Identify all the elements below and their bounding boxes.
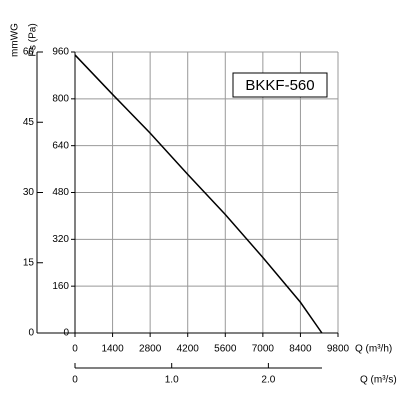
x-axis-label: Q (m³/h) — [355, 344, 392, 355]
x2-axis-label: Q (m³/s) — [360, 375, 397, 386]
y2-axis-label: mmWG — [10, 23, 21, 57]
y-axis-label: Ps (Pa) — [28, 23, 39, 56]
y-tick-label: 320 — [52, 234, 69, 245]
x-tick-label: 0 — [72, 344, 78, 355]
y2-tick-label: 30 — [23, 187, 35, 198]
y2-tick-label: 15 — [23, 257, 35, 268]
x-tick-label: 1400 — [101, 344, 124, 355]
x-tick-label: 8400 — [289, 344, 312, 355]
y-tick-label: 160 — [52, 281, 69, 292]
annotation: BKKF-560 — [245, 77, 314, 94]
x2-tick-label: 1.0 — [165, 375, 179, 386]
x-tick-label: 2800 — [139, 344, 162, 355]
x-tick-label: 9800 — [327, 344, 350, 355]
y-tick-label: 480 — [52, 187, 69, 198]
y-tick-label: 960 — [52, 47, 69, 58]
y-tick-label: 800 — [52, 93, 69, 104]
y2-tick-label: 60 — [23, 47, 35, 58]
y2-tick-label: 45 — [23, 117, 35, 128]
x-tick-label: 5600 — [214, 344, 237, 355]
curve — [74, 54, 323, 334]
annotation-box — [232, 72, 328, 98]
y-tick-label: 640 — [52, 140, 69, 151]
x2-tick-label: 0 — [72, 375, 78, 386]
x-tick-label: 7000 — [252, 344, 275, 355]
x-tick-label: 4200 — [177, 344, 200, 355]
y2-tick-label: 0 — [28, 328, 34, 339]
x2-tick-label: 2.0 — [261, 375, 275, 386]
